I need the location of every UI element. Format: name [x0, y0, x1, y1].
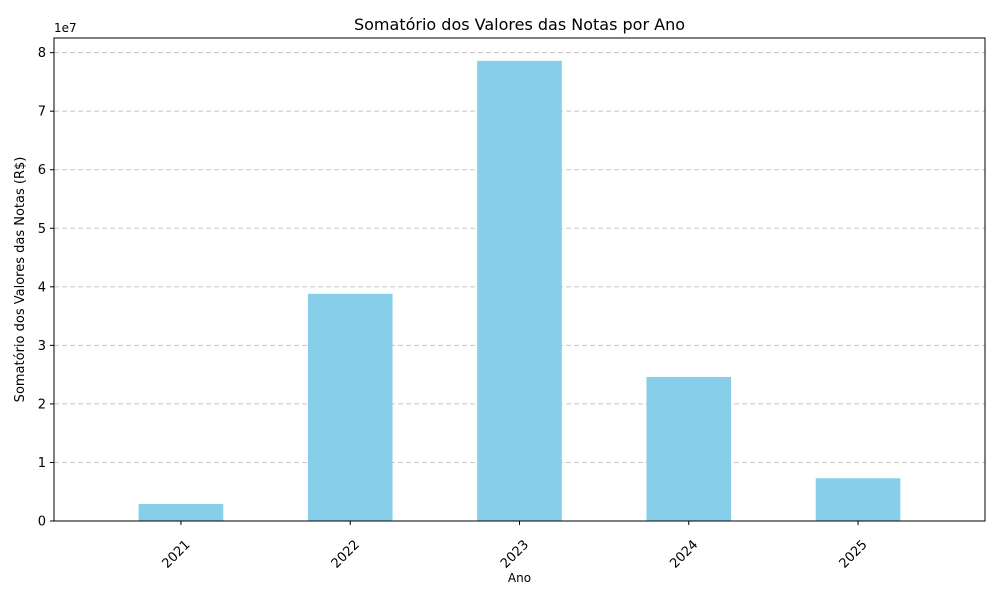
x-tick-label: 2025 [837, 538, 871, 572]
y-tick-label: 5 [38, 222, 46, 237]
y-offset-label: 1e7 [54, 21, 77, 35]
y-tick-label: 8 [38, 46, 46, 61]
y-axis: 0 1 2 3 4 5 6 7 8 [38, 46, 54, 530]
bar-2024 [646, 376, 732, 521]
x-axis-label: Ano [508, 571, 531, 585]
y-tick-label: 1 [38, 456, 46, 471]
bar-2021 [138, 504, 224, 521]
y-tick-label: 0 [38, 515, 46, 530]
bar-2022 [307, 293, 393, 521]
y-axis-label: Somatório dos Valores das Notas (R$) [13, 157, 28, 403]
x-tick-label: 2023 [498, 538, 532, 572]
x-tick-label: 2024 [667, 538, 701, 572]
bar-2023 [477, 60, 562, 521]
y-tick-label: 7 [38, 105, 46, 120]
chart-title: Somatório dos Valores das Notas por Ano [354, 15, 685, 34]
x-axis: 2021 2022 2023 2024 2025 [159, 521, 871, 572]
y-tick-label: 4 [38, 280, 46, 295]
y-tick-label: 2 [38, 397, 46, 412]
bars [138, 60, 901, 521]
x-tick-label: 2021 [159, 538, 193, 572]
y-tick-label: 3 [38, 339, 46, 354]
x-tick-label: 2022 [329, 538, 363, 572]
bar-2025 [815, 478, 901, 521]
y-tick-label: 6 [38, 163, 46, 178]
